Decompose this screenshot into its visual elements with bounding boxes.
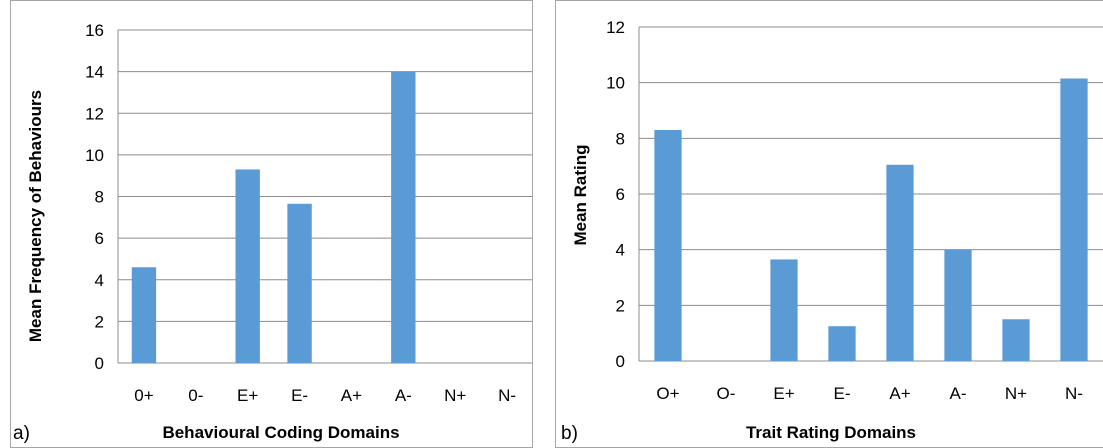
chart-b-bars bbox=[654, 78, 1088, 361]
chart-b-x-tick-label: E- bbox=[834, 384, 851, 403]
chart-a-bar-0+ bbox=[131, 267, 157, 363]
chart-a-y-tick-label: 0 bbox=[95, 354, 104, 373]
chart-b-bar-A+ bbox=[886, 164, 914, 361]
chart-a-bars bbox=[131, 71, 416, 363]
chart-a-x-tick-label: A- bbox=[395, 386, 412, 405]
chart-b-y-tick-label: 12 bbox=[606, 18, 625, 37]
chart-b-x-ticks: O+ O- E+ E- A+ A- N+ N- bbox=[656, 384, 1083, 403]
chart-a-bar-E- bbox=[287, 203, 312, 363]
chart-b-y-tick-label: 6 bbox=[616, 185, 625, 204]
chart-b-x-tick-label: N- bbox=[1065, 384, 1083, 403]
chart-b-bar-A- bbox=[944, 249, 972, 361]
chart-b-xlabel: Trait Rating Domains bbox=[746, 423, 916, 442]
chart-b-x-tick-label: O- bbox=[717, 384, 736, 403]
chart-b-panel-letter: b) bbox=[561, 423, 578, 444]
chart-a-bar-E+ bbox=[235, 169, 260, 363]
chart-a-x-ticks: 0+ 0- E+ E- A+ A- N+ N- bbox=[134, 386, 516, 405]
chart-a-x-tick-label: E+ bbox=[237, 386, 258, 405]
chart-b-y-ticks: 0 2 4 6 8 10 12 bbox=[606, 18, 625, 371]
chart-panel-b: 0 2 4 6 8 10 12 O+ O- E+ E- A+ A- N+ N- Mean Rating T… bbox=[555, 0, 1103, 448]
chart-b-y-tick-label: 0 bbox=[616, 352, 625, 371]
chart-b-y-tick-label: 10 bbox=[606, 74, 625, 93]
chart-a-x-tick-label: 0- bbox=[188, 386, 203, 405]
chart-a-x-tick-label: 0+ bbox=[134, 386, 153, 405]
chart-b-y-tick-label: 8 bbox=[616, 129, 625, 148]
chart-a-y-tick-label: 6 bbox=[95, 229, 104, 248]
chart-b-x-tick-label: N+ bbox=[1005, 384, 1027, 403]
chart-b-x-tick-label: E+ bbox=[773, 384, 794, 403]
chart-a-y-tick-label: 4 bbox=[95, 271, 104, 290]
chart-b-bar-E+ bbox=[770, 259, 798, 361]
chart-a-y-tick-label: 14 bbox=[85, 63, 104, 82]
chart-a-y-tick-label: 10 bbox=[85, 146, 104, 165]
chart-a-x-tick-label: A+ bbox=[341, 386, 362, 405]
chart-b-y-tick-label: 2 bbox=[616, 296, 625, 315]
chart-a-gridlines bbox=[117, 29, 532, 364]
chart-b-y-tick-label: 4 bbox=[616, 241, 625, 260]
chart-b-x-tick-label: O+ bbox=[656, 384, 679, 403]
chart-a-x-tick-label: E- bbox=[291, 386, 308, 405]
chart-panel-a: 0 2 4 6 8 10 12 14 16 0+ 0- E+ E- A+ A- N+ N- Mean Freq… bbox=[10, 0, 533, 448]
chart-b-x-tick-label: A- bbox=[950, 384, 967, 403]
chart-b-bar-N+ bbox=[1002, 319, 1030, 361]
chart-a-y-tick-label: 16 bbox=[85, 21, 104, 40]
chart-b-bar-N- bbox=[1060, 78, 1088, 361]
chart-a-y-tick-label: 12 bbox=[85, 104, 104, 123]
chart-a-xlabel: Behavioural Coding Domains bbox=[162, 423, 399, 442]
chart-a-y-tick-label: 2 bbox=[95, 312, 104, 331]
chart-a-svg: 0 2 4 6 8 10 12 14 16 0+ 0- E+ E- A+ A- N+ N- Mean Freq… bbox=[13, 21, 532, 444]
chart-b-x-tick-label: A+ bbox=[889, 384, 910, 403]
chart-a-x-tick-label: N+ bbox=[444, 386, 466, 405]
chart-a-panel-letter: a) bbox=[13, 423, 30, 444]
chart-a-ylabel: Mean Frequency of Behaviours bbox=[26, 90, 45, 342]
chart-b-svg: 0 2 4 6 8 10 12 O+ O- E+ E- A+ A- N+ N- Mean Rating T… bbox=[561, 18, 1103, 444]
chart-a-y-tick-label: 8 bbox=[95, 188, 104, 207]
chart-a-y-ticks: 0 2 4 6 8 10 12 14 16 bbox=[85, 21, 104, 373]
chart-b-bar-E- bbox=[828, 326, 856, 361]
chart-b-gridlines bbox=[638, 26, 1103, 362]
chart-a-bar-A- bbox=[391, 71, 416, 363]
chart-b-bar-O+ bbox=[654, 129, 682, 361]
chart-b-ylabel: Mean Rating bbox=[571, 144, 590, 245]
chart-a-x-tick-label: N- bbox=[498, 386, 516, 405]
